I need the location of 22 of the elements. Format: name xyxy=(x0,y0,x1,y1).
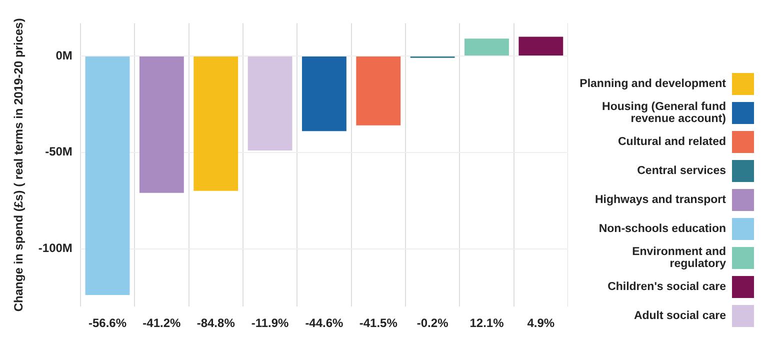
x-tick-label: -44.6% xyxy=(305,316,344,330)
y-tick-label: -100M xyxy=(38,241,72,256)
legend-label: Planning and development xyxy=(578,78,726,90)
x-tick-label: -41.5% xyxy=(359,316,398,330)
y-tick-label: -50M xyxy=(45,144,72,159)
legend-label: Environment and regulatory xyxy=(631,246,726,270)
legend-label: Children's social care xyxy=(606,280,726,292)
legend-label: Non-schools education xyxy=(598,222,726,234)
y-axis-title: Change in spend (£s) ( real terms in 2019-20 prices) xyxy=(12,18,26,312)
x-tick-label: -0.2% xyxy=(416,316,449,330)
x-tick-label: -56.6% xyxy=(88,316,127,330)
x-tick-label: -84.8% xyxy=(196,316,236,330)
x-tick-label: 4.9% xyxy=(527,316,555,330)
legend-label: Cultural and related xyxy=(617,136,726,148)
legend-label: Central services xyxy=(636,164,726,176)
y-tick-label: 0M xyxy=(56,48,72,62)
legend-label: Highways and transport xyxy=(594,194,726,206)
legend-label: Adult social care xyxy=(632,310,726,322)
legend-label: Housing (General fund revenue account) xyxy=(601,100,726,124)
x-tick-label: -41.2% xyxy=(142,316,182,330)
x-tick-label: 12.1% xyxy=(470,316,504,330)
x-tick-label: -11.9% xyxy=(251,316,290,330)
